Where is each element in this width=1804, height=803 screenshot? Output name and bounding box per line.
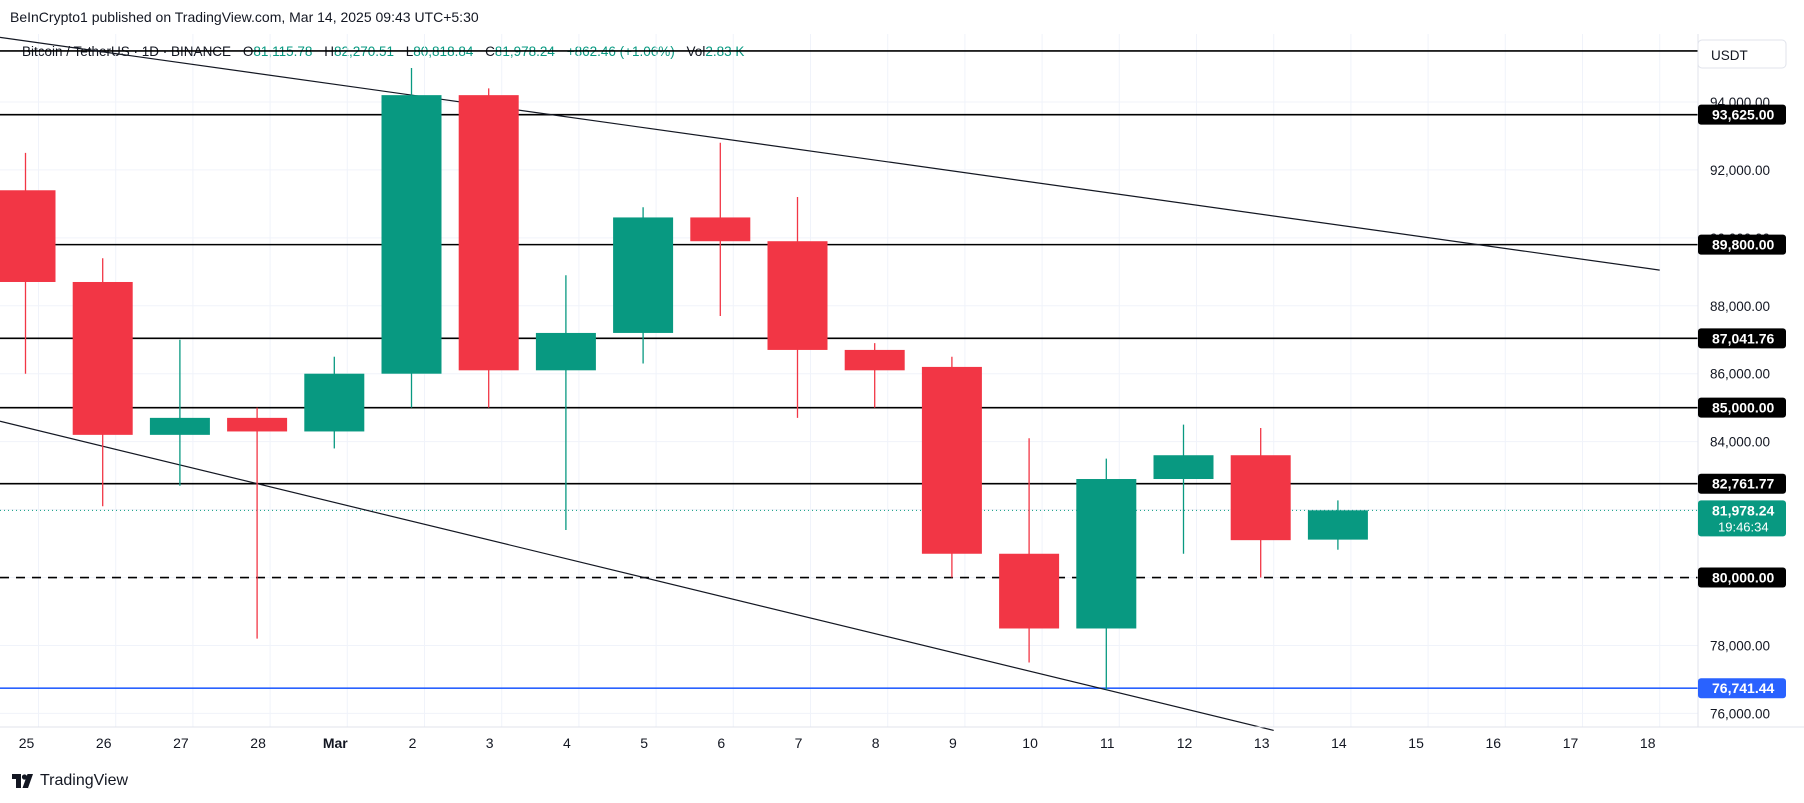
currency-button[interactable]: USDT — [1697, 39, 1787, 69]
candle-down — [767, 241, 828, 350]
support-price-label: 76,741.44 — [1712, 680, 1774, 696]
time-tick-label: 18 — [1640, 735, 1656, 751]
time-tick-label: 5 — [640, 735, 648, 751]
candle-up — [1153, 455, 1214, 480]
time-tick-label: 16 — [1486, 735, 1502, 751]
level-price-label: 93,625.00 — [1712, 107, 1774, 123]
price-tick-label: 86,000.00 — [1710, 367, 1770, 382]
candle-up — [149, 417, 210, 435]
candle-down — [72, 281, 133, 435]
grid — [0, 34, 1698, 727]
time-tick-label: 26 — [96, 735, 112, 751]
tradingview-footer[interactable]: TradingView — [12, 772, 128, 790]
level-price-label: 82,761.77 — [1712, 476, 1774, 492]
trendline — [0, 36, 1660, 271]
candle-down — [690, 217, 751, 242]
level-price-label-bg — [1698, 234, 1786, 255]
time-tick-label: 15 — [1408, 735, 1424, 751]
level-lines — [0, 50, 1698, 690]
level-price-label-bg — [1698, 104, 1786, 125]
candle-down — [458, 95, 519, 371]
level-price-label-bg — [1698, 328, 1786, 349]
candles — [0, 67, 1368, 690]
price-tick-label: 88,000.00 — [1710, 299, 1770, 314]
time-tick-label: 13 — [1254, 735, 1270, 751]
time-tick-label: 12 — [1177, 735, 1193, 751]
axes — [0, 34, 1804, 728]
time-tick-label: 2 — [409, 735, 417, 751]
time-tick-label: 25 — [19, 735, 35, 751]
candle-down — [1230, 455, 1291, 541]
price-tick-label: 76,000.00 — [1710, 706, 1770, 721]
level-price-label: 87,041.76 — [1712, 330, 1774, 346]
candle-down — [0, 190, 56, 282]
candle-up — [1076, 479, 1137, 629]
candle-up — [304, 373, 365, 432]
candle-up — [535, 332, 596, 371]
time-tick-label: 9 — [949, 735, 957, 751]
current-price-label: 81,978.24 — [1712, 502, 1774, 518]
time-tick-label: 11 — [1100, 735, 1115, 751]
level-price-label-bg — [1698, 473, 1786, 494]
time-tick-label: 8 — [872, 735, 880, 751]
level-price-label-bg — [1698, 397, 1786, 418]
time-tick-label: 14 — [1331, 735, 1347, 751]
time-tick-label: Mar — [323, 735, 348, 751]
time-axis: 25 26 27 28 Mar 2 3 4 5 6 7 8 9 10 11 12 13 14 15 16 17 18 — [19, 735, 1656, 751]
price-tick-label: 92,000.00 — [1710, 163, 1770, 178]
time-tick-label: 17 — [1563, 735, 1579, 751]
current-price-label-bg — [1698, 500, 1786, 537]
candle-up — [381, 95, 442, 374]
price-labels: 93,625.00 89,800.00 87,041.76 85,000.00 82,7… — [1698, 104, 1786, 699]
trendlines — [0, 36, 1660, 731]
candle-down — [999, 553, 1060, 629]
time-tick-label: 3 — [486, 735, 494, 751]
time-tick-label: 7 — [795, 735, 803, 751]
candle-down — [844, 349, 905, 371]
level-price-label: 80,000.00 — [1712, 570, 1774, 586]
tradingview-logo-icon — [12, 774, 33, 788]
time-tick-label: 10 — [1022, 735, 1038, 751]
price-tick-label: 78,000.00 — [1710, 638, 1770, 653]
level-price-label: 89,800.00 — [1712, 237, 1774, 253]
candle-down — [921, 366, 982, 554]
current-price-label-countdown: 19:46:34 — [1718, 519, 1769, 534]
publisher-line: BeInCrypto1 published on TradingView.com… — [10, 9, 479, 25]
time-tick-label: 27 — [173, 735, 189, 751]
candle-up — [613, 217, 674, 333]
time-tick-label: 4 — [563, 735, 571, 751]
time-tick-label: 6 — [717, 735, 725, 751]
footer-brand: TradingView — [40, 772, 129, 789]
price-tick-label: 84,000.00 — [1710, 435, 1770, 450]
support-price-label-bg — [1698, 678, 1786, 699]
candle-down — [227, 417, 288, 432]
time-tick-label: 28 — [250, 735, 266, 751]
level-price-label-bg — [1698, 567, 1786, 588]
candle-up — [1307, 510, 1368, 540]
level-price-label: 85,000.00 — [1712, 400, 1774, 416]
trendline — [0, 420, 1274, 731]
currency-label: USDT — [1711, 48, 1748, 63]
